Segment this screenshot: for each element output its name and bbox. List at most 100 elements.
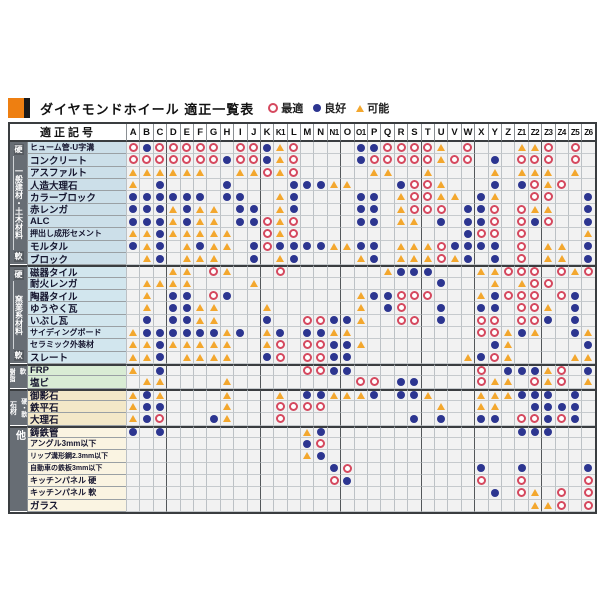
- symbol-fair-icon: [530, 144, 539, 152]
- symbol-good-icon: [477, 217, 486, 226]
- grid-cell: [567, 437, 582, 451]
- symbol-good-icon: [571, 414, 580, 423]
- symbol-fair-icon: [571, 168, 580, 176]
- row-label: リップ溝形鋼2.3mm以下: [27, 450, 126, 463]
- grid-cell: [219, 289, 234, 303]
- grid-cell: [152, 191, 167, 204]
- grid-cell: [246, 462, 260, 475]
- grid-cell: [367, 462, 381, 475]
- grid-cell: [367, 413, 381, 426]
- grid-cell: [326, 228, 341, 241]
- grid-cell: [273, 425, 287, 438]
- grid-cell: [447, 252, 461, 266]
- grid-cell: [219, 228, 234, 241]
- grid-cell: [300, 252, 314, 266]
- grid-cell: [179, 302, 193, 315]
- grid-cell: [393, 487, 408, 500]
- grid-cell: [326, 302, 341, 315]
- grid-cell: [233, 376, 247, 389]
- grid-cell: [407, 277, 421, 290]
- symbol-fair-icon: [222, 391, 231, 399]
- grid-cell: [460, 425, 475, 438]
- grid-cell: [567, 499, 582, 512]
- grid-cell: [259, 363, 274, 377]
- symbol-fair-icon: [397, 205, 405, 213]
- symbol-good-icon: [182, 291, 191, 300]
- grid-cell: [353, 252, 368, 266]
- grid-cell: [353, 166, 368, 179]
- symbol-good-icon: [169, 303, 178, 312]
- grid-cell: [433, 437, 448, 451]
- grid-cell: [340, 166, 354, 179]
- grid-cell: [126, 289, 140, 303]
- symbol-good-icon: [276, 328, 285, 337]
- column-header: P: [367, 124, 381, 142]
- symbol-good-icon: [584, 340, 593, 349]
- grid-cell: [420, 154, 434, 167]
- symbol-best-icon: [463, 143, 473, 153]
- grid-cell: [367, 302, 381, 315]
- column-header: M: [300, 124, 314, 142]
- grid-cell: [326, 339, 341, 352]
- grid-cell: [554, 499, 568, 512]
- grid-cell: [393, 228, 408, 241]
- grid-cell: [326, 425, 341, 438]
- grid-cell: [152, 302, 167, 315]
- symbol-fair-icon: [450, 255, 459, 263]
- grid-cell: [246, 178, 260, 192]
- grid-cell: [166, 499, 180, 512]
- grid-cell: [487, 228, 501, 241]
- grid-cell: [286, 487, 301, 500]
- grid-cell: [581, 363, 595, 377]
- symbol-fair-icon: [343, 242, 352, 250]
- symbol-good-icon: [169, 316, 178, 325]
- symbol-good-icon: [356, 143, 365, 152]
- symbol-fair-icon: [142, 378, 151, 386]
- grid-cell: [126, 166, 140, 179]
- grid-cell: [126, 351, 140, 364]
- grid-cell: [353, 142, 368, 155]
- symbol-fair-icon: [504, 391, 513, 399]
- grid-cell: [139, 339, 153, 352]
- grid-cell: [420, 462, 434, 475]
- grid-cell: [300, 339, 314, 352]
- grid-cell: [460, 166, 475, 179]
- grid-cell: [474, 154, 488, 167]
- symbol-good-icon: [182, 328, 191, 337]
- grid-cell: [380, 314, 394, 327]
- group-header: 樹脂系硬・軟: [10, 363, 27, 389]
- grid-cell: [367, 166, 381, 179]
- symbol-best-icon: [503, 291, 513, 301]
- grid-cell: [527, 314, 542, 327]
- grid-cell: [219, 400, 234, 414]
- symbol-fair-icon: [222, 378, 231, 386]
- grid-cell: [273, 302, 287, 315]
- grid-cell: [581, 314, 595, 327]
- grid-cell: [380, 450, 394, 463]
- grid-cell: [367, 228, 381, 241]
- symbol-best-icon: [275, 402, 285, 412]
- symbol-best-icon: [423, 180, 433, 190]
- symbol-good-icon: [289, 254, 298, 263]
- grid-cell: [139, 400, 153, 414]
- grid-cell: [233, 166, 247, 179]
- symbol-fair-icon: [129, 341, 138, 349]
- symbol-fair-icon: [129, 329, 138, 337]
- symbol-good-icon: [410, 414, 419, 423]
- symbol-good-icon: [142, 402, 151, 411]
- grid-cell: [219, 450, 234, 463]
- grid-cell: [527, 289, 542, 303]
- grid-cell: [514, 178, 528, 192]
- grid-cell: [219, 178, 234, 192]
- grid-cell: [206, 487, 220, 500]
- grid-cell: [393, 203, 408, 216]
- symbol-best-icon: [289, 402, 299, 412]
- grid-cell: [367, 376, 381, 389]
- column-header: Z4: [554, 124, 568, 142]
- grid-cell: [474, 265, 488, 278]
- symbol-fair-icon: [356, 391, 365, 399]
- column-header: O1: [353, 124, 368, 142]
- group-header: 硬一般建材・土木材料軟: [10, 142, 27, 266]
- grid-cell: [353, 191, 368, 204]
- group-soft-label: 軟: [13, 349, 24, 361]
